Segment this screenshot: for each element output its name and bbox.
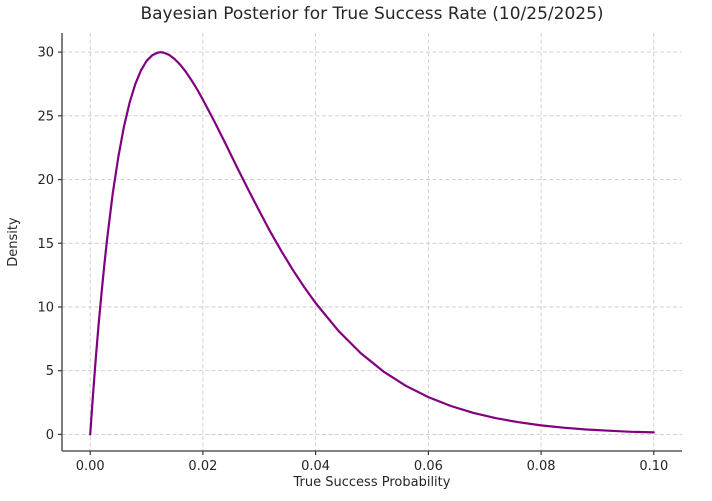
y-axis-label: Density bbox=[6, 217, 21, 267]
y-tick-label: 20 bbox=[37, 173, 54, 188]
chart-title: Bayesian Posterior for True Success Rate… bbox=[140, 4, 604, 24]
x-tick-label: 0.00 bbox=[76, 459, 105, 474]
y-tick-label: 0 bbox=[46, 428, 54, 443]
x-tick-label: 0.02 bbox=[188, 459, 217, 474]
y-tick-label: 5 bbox=[46, 364, 54, 379]
y-tick-label: 25 bbox=[37, 109, 54, 124]
x-tick-label: 0.06 bbox=[414, 459, 443, 474]
y-tick-label: 15 bbox=[37, 237, 54, 252]
x-tick-label: 0.10 bbox=[639, 459, 668, 474]
y-tick-label: 30 bbox=[37, 46, 54, 61]
x-axis-label: True Success Probability bbox=[293, 475, 451, 490]
x-tick-label: 0.04 bbox=[301, 459, 330, 474]
posterior-density-curve bbox=[89, 51, 655, 436]
x-tick-label: 0.08 bbox=[527, 459, 556, 474]
y-tick-label: 10 bbox=[37, 301, 54, 316]
